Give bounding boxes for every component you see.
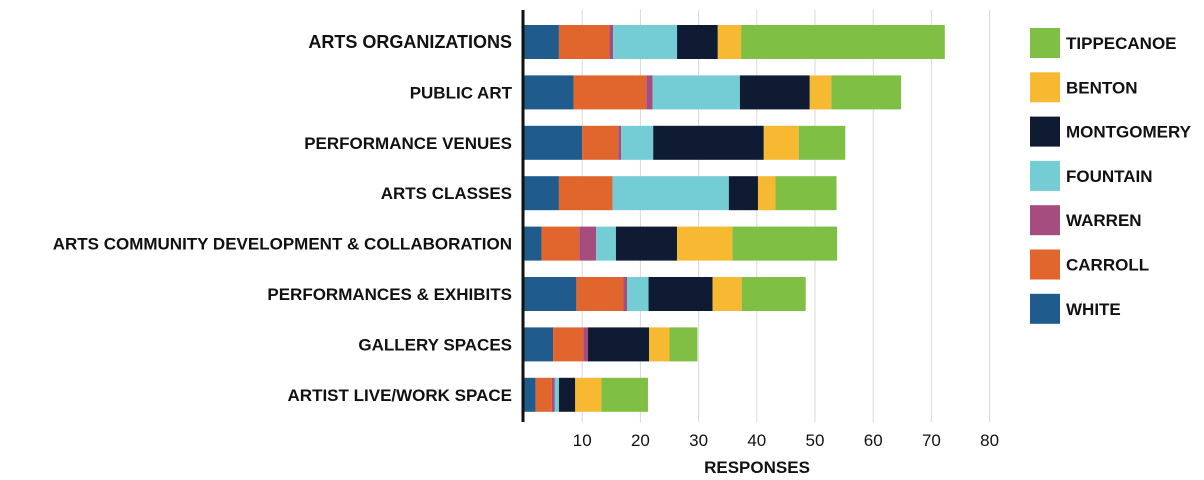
x-axis-title: RESPONSES (704, 458, 810, 477)
bar-montgomery-2 (653, 125, 764, 160)
bar-benton-1 (809, 75, 832, 110)
bar-montgomery-0 (677, 25, 718, 59)
legend-label-benton: BENTON (1066, 78, 1137, 97)
bar-benton-5 (712, 277, 742, 311)
legend-swatch-montgomery (1030, 116, 1060, 147)
bar-montgomery-4 (615, 226, 678, 261)
bar-warren-0 (609, 25, 614, 59)
bar-carroll-5 (576, 277, 624, 311)
x-tick-label-50: 50 (806, 431, 825, 450)
category-label: GALLERY SPACES (358, 335, 512, 354)
bar-fountain-4 (596, 226, 616, 261)
bar-white-7 (524, 377, 536, 412)
bar-fountain-7 (554, 377, 559, 412)
bar-benton-7 (575, 377, 602, 412)
x-tick-label-20: 20 (631, 431, 650, 450)
bar-white-1 (524, 75, 574, 110)
bar-benton-6 (649, 327, 670, 362)
bar-carroll-2 (582, 125, 619, 160)
bar-montgomery-6 (588, 327, 650, 362)
bar-warren-5 (623, 277, 628, 311)
x-tick-label-80: 80 (980, 431, 999, 450)
category-label: PUBLIC ART (410, 83, 513, 102)
category-label: PERFORMANCES & EXHIBITS (267, 285, 512, 304)
bar-montgomery-5 (648, 277, 713, 311)
bar-warren-1 (646, 75, 653, 110)
x-tick-label-10: 10 (573, 431, 592, 450)
bar-fountain-2 (621, 125, 654, 160)
legend-swatch-white (1030, 293, 1060, 324)
bar-white-6 (524, 327, 554, 362)
legend-label-white: WHITE (1066, 300, 1121, 319)
bar-tippecanoe-6 (669, 327, 698, 362)
bar-benton-0 (717, 25, 742, 59)
bar-white-5 (524, 277, 577, 311)
bar-benton-4 (677, 226, 733, 261)
bar-tippecanoe-0 (741, 25, 945, 59)
bar-white-4 (524, 226, 542, 261)
legend-label-warren: WARREN (1066, 211, 1142, 230)
legend-swatch-benton (1030, 72, 1060, 103)
bar-benton-2 (763, 125, 799, 160)
bar-carroll-3 (558, 176, 613, 211)
bar-carroll-6 (553, 327, 584, 362)
bar-white-0 (524, 25, 559, 59)
category-label: ARTIST LIVE/WORK SPACE (288, 386, 512, 405)
bar-white-3 (524, 176, 559, 211)
bar-warren-4 (579, 226, 597, 261)
bar-carroll-0 (558, 25, 610, 59)
legend-label-tippecanoe: TIPPECANOE (1066, 34, 1177, 53)
bar-tippecanoe-1 (831, 75, 902, 110)
bar-tippecanoe-5 (741, 277, 806, 311)
bar-fountain-3 (612, 176, 729, 211)
category-label: ARTS COMMUNITY DEVELOPMENT & COLLABORATI… (53, 235, 512, 254)
bar-carroll-7 (535, 377, 552, 412)
bar-tippecanoe-3 (775, 176, 837, 211)
category-label: ARTS ORGANIZATIONS (308, 32, 512, 52)
x-tick-label-30: 30 (689, 431, 708, 450)
legend-swatch-tippecanoe (1030, 28, 1060, 58)
x-tick-label-60: 60 (864, 431, 883, 450)
legend-label-fountain: FOUNTAIN (1066, 167, 1153, 186)
bar-montgomery-3 (728, 176, 758, 211)
bar-tippecanoe-2 (798, 125, 846, 160)
legend-swatch-fountain (1030, 160, 1060, 191)
x-tick-label-70: 70 (922, 431, 941, 450)
legend-swatch-warren (1030, 205, 1060, 236)
legend-label-montgomery: MONTGOMERY (1066, 123, 1192, 142)
category-label: PERFORMANCE VENUES (304, 134, 512, 153)
legend-swatch-carroll (1030, 249, 1060, 280)
category-label: ARTS CLASSES (381, 184, 512, 203)
bar-fountain-0 (613, 25, 678, 59)
bar-white-2 (524, 125, 583, 160)
bar-warren-2 (618, 125, 622, 160)
bar-carroll-4 (541, 226, 580, 261)
x-tick-label-40: 40 (747, 431, 766, 450)
bar-tippecanoe-4 (732, 226, 838, 261)
bar-montgomery-7 (558, 377, 576, 412)
bar-warren-6 (583, 327, 589, 362)
bar-fountain-1 (652, 75, 740, 110)
bar-tippecanoe-7 (601, 377, 648, 412)
bar-montgomery-1 (739, 75, 810, 110)
bar-fountain-5 (627, 277, 649, 311)
legend-label-carroll: CARROLL (1066, 256, 1149, 275)
bar-warren-7 (551, 377, 555, 412)
bar-carroll-1 (573, 75, 647, 110)
bar-benton-3 (757, 176, 776, 211)
